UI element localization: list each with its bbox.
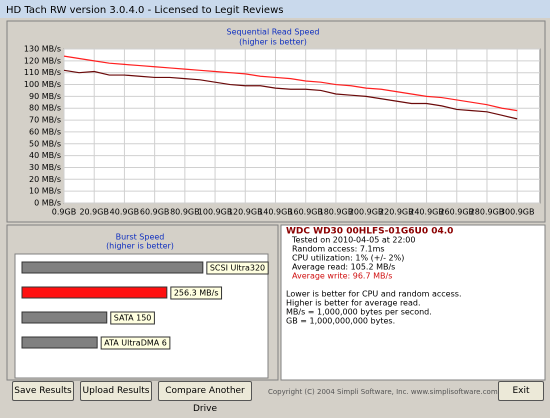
y-tick-label: 110 MB/s [24,68,61,77]
compare-button[interactable]: Compare Another Drive [158,381,252,414]
y-tick-label: 100 MB/s [24,80,61,89]
x-tick-label: 60.9GB [140,208,170,217]
x-tick-label: 100.9GB [198,208,233,217]
x-tick-label: 40.9GB [110,208,140,217]
seq-plot [63,48,541,204]
y-tick-label: 10 MB/s [29,187,61,196]
note-line: MB/s = 1,000,000 bytes per second. [286,308,432,317]
x-tick-label: 140.9GB [258,208,293,217]
bar [21,286,168,299]
y-tick-label: 80 MB/s [29,104,61,113]
y-tick-label: 0 MB/s [34,199,61,208]
seq-title: Sequential Read Speed [227,28,320,37]
x-tick-label: 200.9GB [349,208,384,217]
note-line: Lower is better for CPU and random acces… [286,290,461,299]
window: HD Tach RW version 3.0.4.0 - Licensed to… [0,0,550,396]
series-line [63,69,518,120]
drive-title: WDC WD30 00HLFS-01G6U0 04.0 [286,227,453,237]
save-button[interactable]: Save Results [12,381,74,401]
title-bar [0,0,550,18]
upload-button[interactable]: Upload Results [80,381,152,401]
bar [21,336,98,349]
x-tick-label: 180.9GB [319,208,354,217]
x-tick-label: 300.9GB [500,208,535,217]
x-tick-label: 80.9GB [170,208,200,217]
x-tick-label: 0.9GB [52,208,76,217]
bar-label-box [100,336,171,350]
x-tick-label: 20.9GB [79,208,109,217]
note-line: GB = 1,000,000,000 bytes. [286,317,395,326]
x-tick-label: 260.9GB [439,208,474,217]
info-write: Average write: 96.7 MB/s [292,272,392,281]
y-tick-label: 20 MB/s [29,175,61,184]
x-tick-label: 160.9GB [288,208,323,217]
bar-label-box [110,311,155,325]
info-line: Random access: 7.1ms [292,245,385,254]
x-tick-label: 280.9GB [470,208,505,217]
x-tick-label: 120.9GB [228,208,263,217]
y-tick-label: 30 MB/s [29,163,61,172]
info-line: CPU utilization: 1% (+/- 2%) [292,254,404,263]
series-line [63,55,518,112]
info-panel [280,224,546,381]
y-tick-label: 60 MB/s [29,127,61,136]
bar-label-box [170,286,223,300]
bar-label: SCSI Ultra320 [210,264,265,273]
window-title: HD Tach RW version 3.0.4.0 - Licensed to… [6,5,283,16]
y-tick-label: 130 MB/s [24,45,61,54]
info-line: Average read: 105.2 MB/s [292,263,395,272]
bar-label-box [206,261,269,275]
y-tick-label: 70 MB/s [29,116,61,125]
bar [21,311,108,324]
bar [21,261,204,274]
bar-label: 256.3 MB/s [174,289,219,298]
copyright: Copyright (C) 2004 Simpli Software, Inc.… [268,388,498,396]
burst-subtitle: (higher is better) [106,242,174,251]
bar-label: SATA 150 [114,314,152,323]
info-line: Tested on 2010-04-05 at 22:00 [291,236,415,245]
x-tick-label: 240.9GB [409,208,444,217]
seq-subtitle: (higher is better) [239,38,307,47]
exit-button[interactable]: Exit [498,381,544,401]
y-tick-label: 50 MB/s [29,139,61,148]
bar-label: ATA UltraDMA 6 [104,339,167,348]
y-tick-label: 90 MB/s [29,92,61,101]
y-tick-label: 40 MB/s [29,151,61,160]
burst-title: Burst Speed [116,233,165,242]
y-tick-label: 120 MB/s [24,56,61,65]
note-line: Higher is better for average read. [286,299,421,308]
x-tick-label: 220.9GB [379,208,414,217]
